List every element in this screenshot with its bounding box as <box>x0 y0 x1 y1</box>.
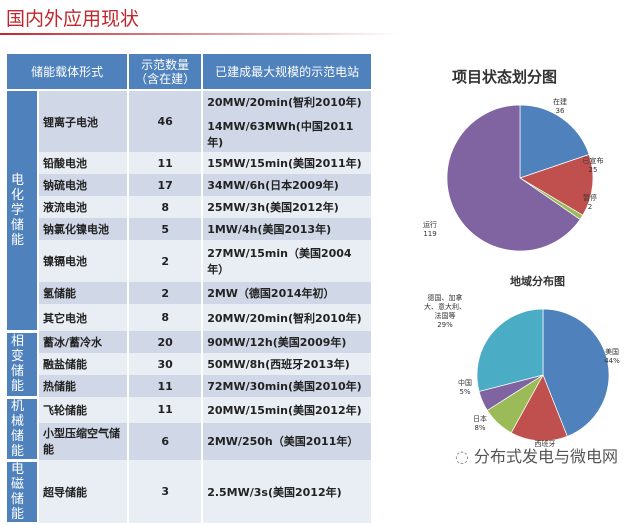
table-row: 电化学储能 锂离子电池 46 20MW/20min(智利2010年) 14MW/63MW… <box>5 90 373 333</box>
table-row: 小型压缩空气储能 6 2MW/250h（美国2011年） <box>6 422 373 460</box>
demo-count: 6 <box>127 422 204 460</box>
pie-slice <box>510 374 568 442</box>
demo-count: 2 <box>127 282 204 304</box>
demo-count: 11 <box>127 375 204 397</box>
pie-label: 在建 <box>553 97 567 106</box>
header-count: 示范数量 （含在建） <box>127 52 204 91</box>
storage-name: 铅酸电池 <box>36 152 130 174</box>
pie-slice <box>446 104 581 252</box>
pie-label: 119 <box>423 230 436 238</box>
table-row: 氢储能 2 2MW（德国2014年初） <box>6 282 373 304</box>
largest-station: 72MW/30min(美国2010年) <box>201 375 373 397</box>
storage-name: 蓄冰/蓄冷水 <box>36 331 130 353</box>
pie-label: 西班牙 <box>535 439 556 448</box>
pie-label: 美国 <box>605 347 619 356</box>
storage-name: 其它电池 <box>36 304 130 331</box>
table-row: 液流电池 8 25MW/3h(美国2012年) <box>6 196 373 218</box>
pie-label: 运行 <box>423 220 437 229</box>
pie-label: 日本 <box>473 414 487 423</box>
table-row: 相变储能 蓄冰/蓄冷水 20 90MW/12h(美国2009年) <box>5 331 373 399</box>
demo-count: 5 <box>127 218 204 240</box>
pie-slice <box>519 104 590 179</box>
page-title: 国内外应用现状 <box>6 8 140 30</box>
category-cell: 电化学储能 <box>5 90 39 333</box>
largest-station: 25MW/3h(美国2012年) <box>201 196 373 218</box>
header-form: 储能载体形式 <box>4 52 130 91</box>
storage-name: 锂离子电池 <box>36 90 130 152</box>
demo-count: 8 <box>127 196 204 218</box>
table-row: 钠氯化镍电池 5 1MW/4h(美国2013年) <box>6 218 373 240</box>
pie-slice <box>476 308 544 392</box>
pie-label: 5% <box>459 388 470 396</box>
table-row: 其它电池 8 20MW/20min(智利2010年) <box>6 304 373 331</box>
pie-slice <box>542 308 610 437</box>
demo-count: 46 <box>127 90 204 152</box>
largest-station: 27MW/15min（美国2004年） <box>201 240 373 282</box>
pie-label: 大、意大利、 <box>424 302 466 311</box>
pie-label: 8% <box>474 424 485 432</box>
table-row: 镍镉电池 2 27MW/15min（美国2004年） <box>6 240 373 282</box>
storage-name: 钠硫电池 <box>36 174 130 196</box>
demo-count: 2 <box>127 240 204 282</box>
pie-label: 29% <box>437 321 453 329</box>
demo-count: 8 <box>127 304 204 331</box>
largest-station: 15MW/15min(美国2011年) <box>201 152 373 174</box>
chart2-title: 地域分布图 <box>510 275 565 288</box>
largest-station: 2MW（德国2014年初） <box>201 282 373 304</box>
pie-label: 36 <box>556 107 565 115</box>
pie-label: 44% <box>604 357 620 365</box>
demo-count: 30 <box>127 353 204 375</box>
demo-count: 11 <box>127 152 204 174</box>
pie-label: 中国 <box>458 378 472 387</box>
largest-station: 2MW/250h（美国2011年） <box>201 422 373 460</box>
storage-name: 钠氯化镍电池 <box>36 218 130 240</box>
largest-station: 1MW/4h(美国2013年) <box>201 218 373 240</box>
demo-count: 20 <box>127 331 204 353</box>
storage-name: 小型压缩空气储能 <box>36 422 130 460</box>
pie-label: 法国等 <box>435 311 456 320</box>
table-row: 钠硫电池 17 34MW/6h(日本2009年) <box>6 174 373 196</box>
largest-station: 34MW/6h(日本2009年) <box>201 174 373 196</box>
chart1-title: 项目状态划分图 <box>452 68 558 86</box>
storage-table: 储能载体形式 示范数量 （含在建） 已建成最大规模的示范电站 电化学储能 锂离子电池… <box>4 52 373 525</box>
watermark: ◌ 分布式发电与微电网 <box>455 447 619 466</box>
storage-name: 融盐储能 <box>36 353 130 375</box>
storage-name: 飞轮储能 <box>36 397 130 423</box>
storage-name: 镍镉电池 <box>36 240 130 282</box>
storage-name: 热储能 <box>36 375 130 397</box>
pie-label: 2 <box>588 203 592 211</box>
largest-station: 90MW/12h(美国2009年) <box>201 331 373 353</box>
storage-name: 氢储能 <box>36 282 130 304</box>
pie-label: 25 <box>589 166 598 174</box>
category-cell: 相变储能 <box>5 331 39 399</box>
table-row: 机械储能 飞轮储能 11 20MW/15min(美国2012年) <box>5 397 373 462</box>
pie-label: 已宣布 <box>583 156 604 165</box>
wechat-icon: ◌ <box>455 447 475 466</box>
category-cell: 机械储能 <box>5 397 39 462</box>
largest-station: 50MW/8h(西班牙2013年) <box>201 353 373 375</box>
header-station: 已建成最大规模的示范电站 <box>201 52 373 91</box>
demo-count: 11 <box>127 397 204 423</box>
largest-station: 20MW/15min(美国2012年) <box>201 397 373 423</box>
largest-station: 20MW/20min(智利2010年) <box>201 304 373 331</box>
demo-count: 17 <box>127 174 204 196</box>
title-underline <box>0 33 400 35</box>
pie-label: 暂停 <box>583 193 597 202</box>
largest-station: 20MW/20min(智利2010年) 14MW/63MWh(中国2011年) <box>201 90 373 152</box>
pie-label: 德国、加拿 <box>428 293 463 302</box>
storage-name: 液流电池 <box>36 196 130 218</box>
table-row: 热储能 11 72MW/30min(美国2010年) <box>6 375 373 397</box>
table-row: 融盐储能 30 50MW/8h(西班牙2013年) <box>6 353 373 375</box>
pie-slice <box>519 154 594 216</box>
table-row: 铅酸电池 11 15MW/15min(美国2011年) <box>6 152 373 174</box>
